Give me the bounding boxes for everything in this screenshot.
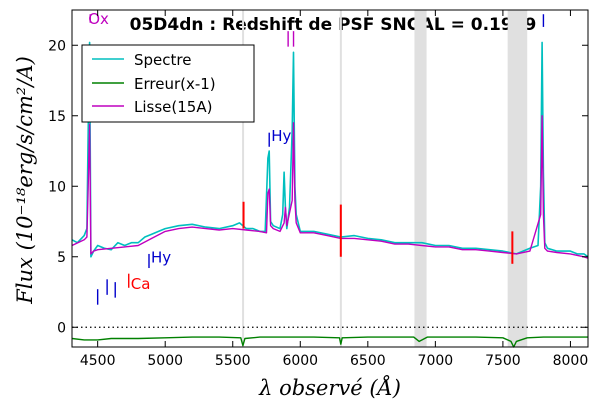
line-marker-label-hy-5: Hy (151, 248, 171, 266)
series-lines (71, 41, 589, 348)
legend: Spectre Erreur(x-1) Lisse(15A) (81, 44, 255, 123)
legend-label-lisse: Lisse(15A) (134, 98, 212, 116)
series-line-lisse-15a- (71, 115, 589, 259)
y-tick-label-15: 15 (48, 109, 66, 125)
shaded-band-3 (507, 10, 528, 347)
legend-label-spectre: Spectre (134, 51, 191, 69)
x-axis-label: λ observé (Å) (258, 375, 401, 400)
plot-frame (71, 9, 589, 348)
y-tick-label-0: 0 (57, 320, 66, 336)
shaded-band-1 (339, 10, 342, 347)
x-tick-label-8000: 8000 (553, 353, 589, 369)
line-marker-label-ox-0: Ox (88, 10, 109, 28)
chart-title: 05D4dn : Redshift de PSF SNGAL = 0.1909 (130, 15, 537, 35)
shaded-band-2 (414, 10, 427, 347)
x-tick-label-5000: 5000 (147, 353, 183, 369)
x-tick-label-6500: 6500 (350, 353, 386, 369)
x-tick-label-6000: 6000 (282, 353, 318, 369)
x-tick-label-7500: 7500 (485, 353, 521, 369)
x-tick-label-4500: 4500 (80, 353, 116, 369)
y-tick-label-20: 20 (48, 38, 66, 54)
series-line-erreur-x-1- (71, 336, 588, 348)
shaded-band-0 (242, 10, 245, 347)
y-tick-label-10: 10 (48, 179, 66, 195)
y-axis-label: Flux (10⁻¹⁸erg/s/cm²/A) (13, 56, 37, 305)
line-marker-label-hy-4: Hy (271, 127, 291, 145)
legend-label-erreur: Erreur(x-1) (134, 75, 216, 93)
x-tick-label-5500: 5500 (215, 353, 251, 369)
line-marker-label-ca-6: Ca (131, 275, 151, 293)
axis-ticks: 4500 5000 5500 6000 6500 7000 7500 8000 0 5 10 15 20 (48, 10, 588, 369)
red-spikes (242, 201, 514, 264)
y-tick-label-5: 5 (57, 250, 66, 266)
x-tick-label-7000: 7000 (418, 353, 454, 369)
